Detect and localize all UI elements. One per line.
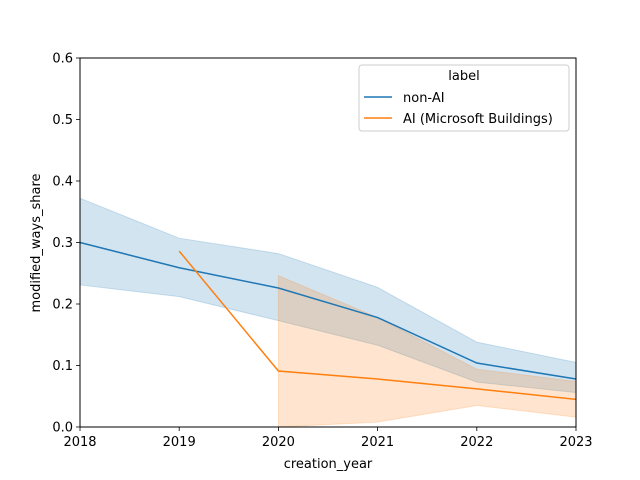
y-axis-label: modified_ways_share <box>29 173 44 312</box>
y-axis: 0.0 0.1 0.2 0.3 0.4 0.5 0.6 <box>52 52 80 436</box>
x-tick-label: 2020 <box>262 435 295 450</box>
y-tick-label: 0.6 <box>52 52 73 67</box>
x-axis-label: creation_year <box>284 457 373 472</box>
y-tick-label: 0.5 <box>52 113 73 128</box>
x-tick-label: 2021 <box>361 435 394 450</box>
y-tick-label: 0.0 <box>52 421 73 436</box>
x-tick-label: 2023 <box>559 435 592 450</box>
legend-entries: non-AI AI (Microsoft Buildings) <box>364 91 553 127</box>
legend-label-0: non-AI <box>403 91 445 106</box>
y-tick-label: 0.1 <box>52 359 73 374</box>
y-tick-label: 0.4 <box>52 175 73 190</box>
series-lines <box>79 241 577 401</box>
y-tick-label: 0.3 <box>52 236 73 251</box>
legend-title: label <box>448 69 479 84</box>
legend-box <box>358 64 570 132</box>
x-tick-label: 2018 <box>63 435 96 450</box>
confidence-band-1 <box>277 274 577 428</box>
x-axis: 2018 2019 2020 2021 2022 2023 <box>63 427 593 450</box>
confidence-bands <box>79 197 577 428</box>
legend: label non-AI AI (Microsoft Buildings) <box>358 64 570 132</box>
x-tick-label: 2022 <box>460 435 493 450</box>
legend-label-1: AI (Microsoft Buildings) <box>403 112 553 127</box>
y-tick-label: 0.2 <box>52 298 73 313</box>
series-line-1 <box>178 250 577 401</box>
x-tick-label: 2019 <box>163 435 196 450</box>
series-line-0 <box>79 241 577 380</box>
